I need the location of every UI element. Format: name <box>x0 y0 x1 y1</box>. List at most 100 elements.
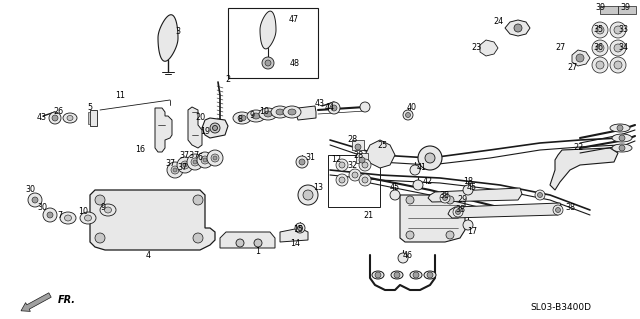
Circle shape <box>359 157 365 163</box>
Text: 36: 36 <box>593 43 603 53</box>
Ellipse shape <box>264 111 272 117</box>
Circle shape <box>298 185 318 205</box>
Polygon shape <box>480 40 498 56</box>
Text: 22: 22 <box>573 144 583 152</box>
Text: 30: 30 <box>37 204 47 212</box>
Text: 45: 45 <box>467 183 477 192</box>
Text: 11: 11 <box>115 91 125 100</box>
Text: 45: 45 <box>390 183 400 192</box>
FancyArrow shape <box>21 293 51 311</box>
Text: 15: 15 <box>293 226 303 234</box>
Circle shape <box>614 61 622 69</box>
Bar <box>128 198 142 236</box>
Circle shape <box>359 159 371 171</box>
Text: 38: 38 <box>565 204 575 212</box>
Polygon shape <box>428 188 522 202</box>
Circle shape <box>398 253 408 263</box>
Circle shape <box>446 196 454 204</box>
Circle shape <box>596 44 604 52</box>
Text: 6: 6 <box>198 153 202 162</box>
Bar <box>228 8 318 78</box>
Polygon shape <box>296 106 316 120</box>
Circle shape <box>440 193 450 203</box>
Circle shape <box>556 207 561 212</box>
Circle shape <box>47 212 53 218</box>
Text: 26: 26 <box>53 108 63 116</box>
Circle shape <box>390 190 400 200</box>
Circle shape <box>592 40 608 56</box>
Ellipse shape <box>259 108 277 120</box>
Polygon shape <box>202 118 228 138</box>
Circle shape <box>210 123 220 133</box>
Text: 29: 29 <box>457 196 467 204</box>
Ellipse shape <box>391 271 403 279</box>
Polygon shape <box>600 6 618 14</box>
Circle shape <box>43 208 57 222</box>
Circle shape <box>207 150 223 166</box>
Circle shape <box>213 156 217 160</box>
Ellipse shape <box>424 271 436 279</box>
Circle shape <box>413 180 423 190</box>
Circle shape <box>349 169 361 181</box>
Text: 14: 14 <box>290 239 300 248</box>
Circle shape <box>619 145 625 151</box>
Text: 1: 1 <box>255 248 260 256</box>
Circle shape <box>201 156 209 164</box>
Polygon shape <box>158 15 178 61</box>
Ellipse shape <box>372 271 384 279</box>
Circle shape <box>406 196 414 204</box>
Ellipse shape <box>104 207 111 213</box>
Text: FR.: FR. <box>58 295 76 305</box>
Ellipse shape <box>410 271 422 279</box>
Circle shape <box>592 57 608 73</box>
Polygon shape <box>572 50 590 66</box>
Text: 7: 7 <box>58 211 63 219</box>
Text: 10: 10 <box>259 108 269 116</box>
Text: 39: 39 <box>595 4 605 12</box>
Text: 28: 28 <box>347 136 357 145</box>
Text: 23: 23 <box>471 43 481 53</box>
Ellipse shape <box>67 115 73 121</box>
Circle shape <box>49 112 61 124</box>
Circle shape <box>203 158 207 162</box>
Circle shape <box>553 205 563 215</box>
Text: 47: 47 <box>289 16 299 25</box>
Polygon shape <box>505 20 530 36</box>
Text: 18: 18 <box>463 177 473 187</box>
Polygon shape <box>365 140 395 168</box>
Polygon shape <box>400 195 465 242</box>
Text: 27: 27 <box>555 43 565 53</box>
Polygon shape <box>90 190 215 250</box>
Circle shape <box>362 162 368 168</box>
Circle shape <box>336 174 348 186</box>
Polygon shape <box>550 148 618 190</box>
Circle shape <box>359 174 371 186</box>
Circle shape <box>295 223 305 233</box>
Circle shape <box>538 192 543 197</box>
Circle shape <box>406 113 410 117</box>
Text: 9: 9 <box>250 110 255 120</box>
Ellipse shape <box>247 110 265 122</box>
Circle shape <box>442 196 447 201</box>
Text: 25: 25 <box>377 140 387 150</box>
Ellipse shape <box>100 204 116 216</box>
Text: 3737: 3737 <box>180 151 200 160</box>
Bar <box>328 155 380 207</box>
Circle shape <box>410 165 420 175</box>
Text: 5: 5 <box>88 103 93 113</box>
Text: 9: 9 <box>100 204 106 212</box>
Circle shape <box>296 156 308 168</box>
Circle shape <box>183 163 187 167</box>
Polygon shape <box>220 232 275 248</box>
Text: 40: 40 <box>407 103 417 113</box>
Text: 8: 8 <box>237 115 243 124</box>
Circle shape <box>191 158 199 166</box>
Text: SL03-B3400D: SL03-B3400D <box>530 303 591 313</box>
Polygon shape <box>448 203 562 218</box>
Circle shape <box>596 26 604 34</box>
Circle shape <box>299 159 305 165</box>
Polygon shape <box>88 112 90 124</box>
Ellipse shape <box>80 212 96 224</box>
Circle shape <box>446 231 454 239</box>
Circle shape <box>617 125 623 131</box>
